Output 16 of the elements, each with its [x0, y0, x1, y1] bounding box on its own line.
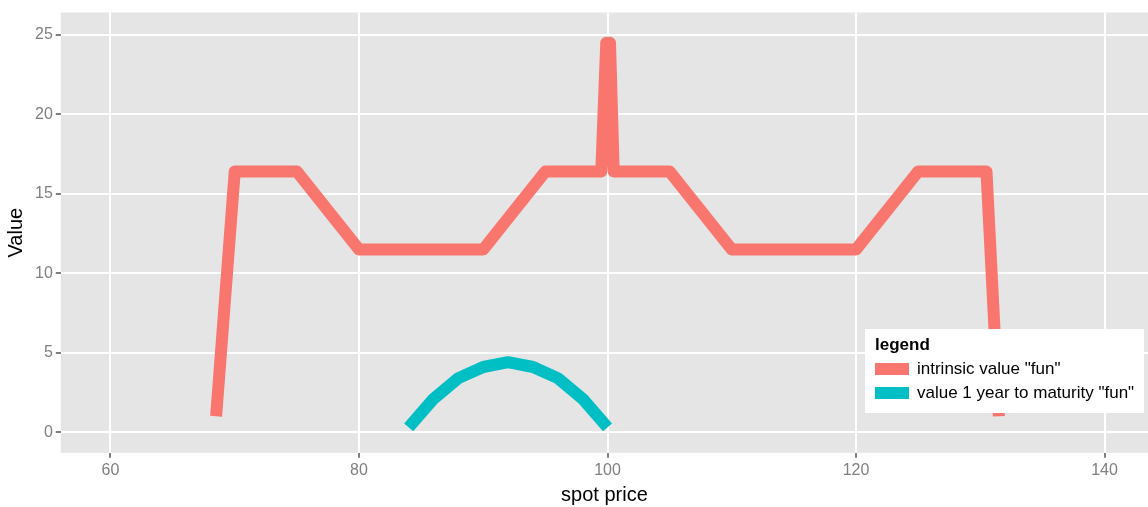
y-tick-label: 10 — [35, 263, 53, 281]
y-axis-title: Value — [3, 207, 26, 258]
legend-label: intrinsic value "fun" — [917, 358, 1061, 379]
y-tick-label: 0 — [43, 422, 53, 440]
y-tick-label: 25 — [35, 25, 53, 43]
x-tick-label: 140 — [1091, 460, 1118, 478]
x-tick-label: 60 — [101, 460, 120, 478]
y-tick-label: 20 — [35, 104, 53, 122]
y-tick-label: 15 — [35, 184, 53, 202]
x-axis-title: spot price — [561, 482, 648, 505]
legend-title: legend — [875, 334, 931, 355]
x-tick-label: 100 — [594, 460, 621, 478]
x-tick-label: 120 — [842, 460, 870, 478]
y-tick-label: 5 — [43, 343, 53, 361]
x-tick-label: 80 — [350, 460, 368, 478]
legend-label: value 1 year to maturity "fun" — [917, 382, 1135, 403]
